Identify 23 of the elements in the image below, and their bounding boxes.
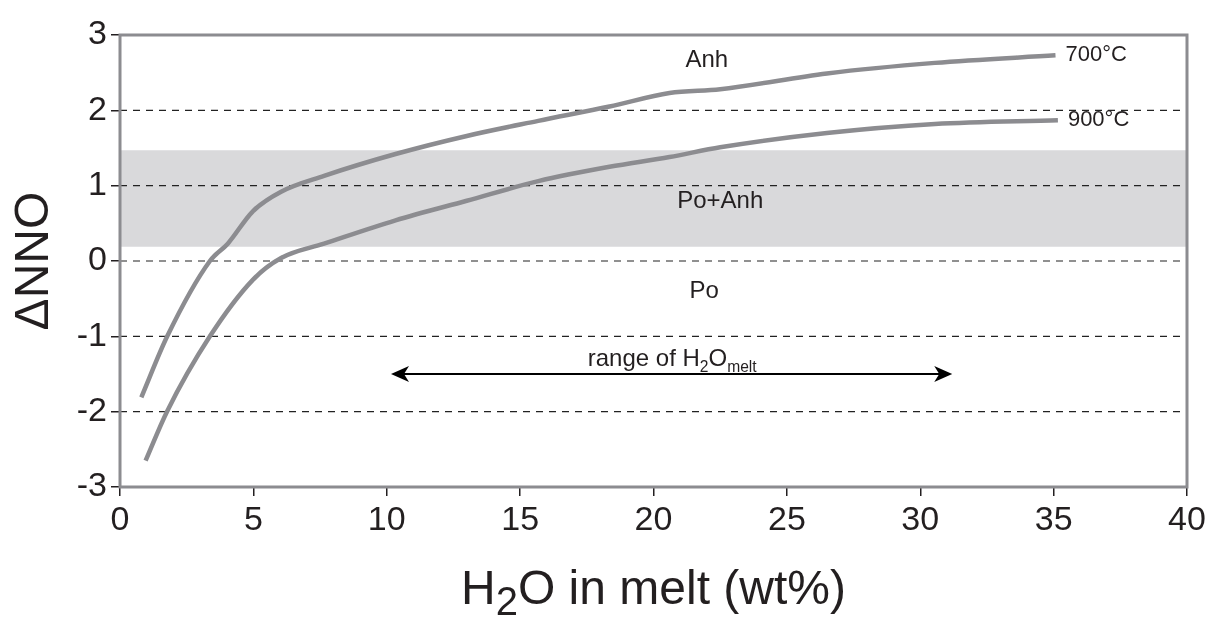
y-tick-label: 2 — [88, 88, 107, 127]
series-label: 700°C — [1065, 41, 1127, 67]
x-axis-title: H$_{2}$O in melt (wt%) — [460, 560, 847, 621]
x-tick-label: 5 — [243, 498, 263, 537]
y-tick-label: -2 — [76, 390, 107, 429]
x-tick-label: 25 — [767, 498, 806, 537]
y-tick-label: 1 — [88, 164, 107, 203]
x-tick-label: 15 — [501, 498, 540, 537]
y-tick-label: 3 — [88, 13, 107, 52]
x-tick-label: 20 — [634, 498, 673, 537]
series-label: 900°C — [1067, 106, 1130, 132]
y-tick-label: -1 — [76, 314, 107, 353]
x-tick-label: 30 — [901, 498, 940, 537]
y-tick-label: 0 — [88, 239, 107, 278]
x-tick-label: 35 — [1034, 498, 1073, 537]
annotation: Po — [689, 276, 719, 304]
x-tick-label: 40 — [1168, 498, 1206, 537]
line-series — [143, 117, 1061, 463]
y-axis-title: ΔNNO — [4, 190, 59, 333]
x-tick-label: 10 — [367, 498, 406, 537]
y-tick-label: -3 — [76, 465, 107, 504]
annotation: Po+Anh — [677, 185, 764, 213]
annotation: Anh — [685, 45, 729, 73]
